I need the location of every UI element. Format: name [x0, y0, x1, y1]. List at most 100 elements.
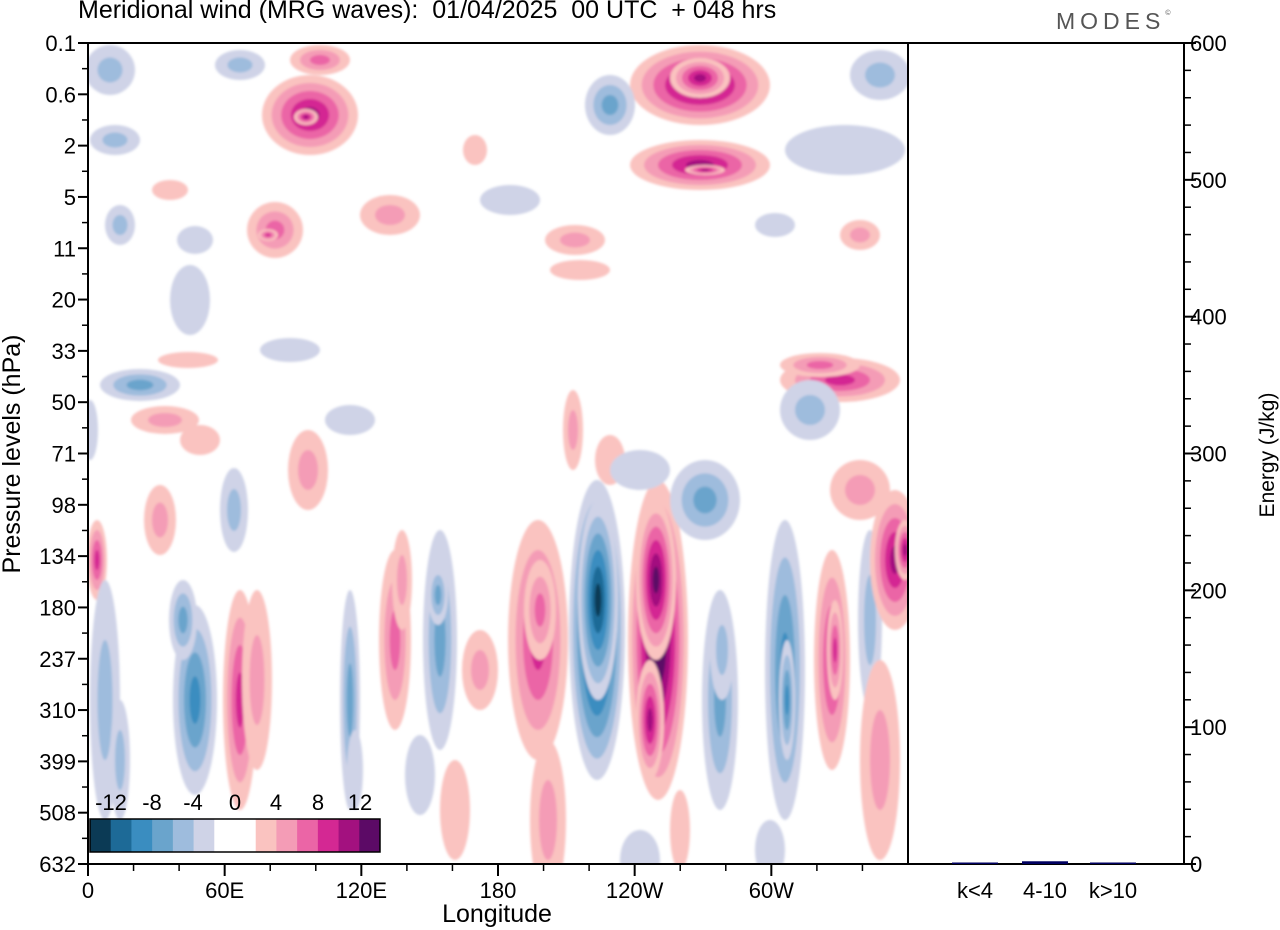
- contour-72-0: [325, 405, 375, 435]
- contour-63-0: [480, 185, 540, 215]
- contour-29-1: [568, 410, 578, 450]
- colorbar-tick-label: 8: [312, 790, 324, 815]
- contour-23-1: [539, 780, 557, 860]
- y-tick-label: 134: [39, 544, 76, 569]
- contour-32-2: [693, 486, 717, 514]
- contour-68-0: [785, 125, 905, 175]
- energy-tick-label: 200: [1190, 578, 1227, 603]
- y-tick-label: 5: [64, 185, 76, 210]
- y-tick-label: 11: [53, 236, 76, 261]
- contour-64-1: [560, 232, 590, 248]
- contour-46-4: [303, 115, 309, 119]
- x-tick-label: 120W: [606, 878, 664, 903]
- colorbar-swatch: [235, 819, 257, 852]
- colorbar-swatch: [152, 819, 174, 852]
- colorbar-swatch: [131, 819, 153, 852]
- y-axis-label: Pressure levels (hPa): [0, 335, 26, 574]
- brand-logo: MODES©: [1056, 8, 1171, 35]
- contour-57-3: [265, 233, 271, 237]
- contour-60-0: [170, 265, 210, 335]
- contour-10-1: [298, 450, 318, 490]
- x-axis: 0 60E 120E 180 120W 60W: [82, 864, 864, 903]
- brand-mark: ©: [1165, 10, 1171, 17]
- y-tick-label: 0.6: [45, 82, 76, 107]
- y-tick-label: 399: [39, 749, 76, 774]
- colorbar-tick-label: 0: [229, 790, 241, 815]
- contour-1-0: [88, 400, 98, 460]
- colorbar-tick-label: 4: [270, 790, 282, 815]
- colorbar-frame: [89, 818, 381, 853]
- colorbar-swatch: [110, 819, 132, 852]
- contour-25-5: [594, 583, 602, 617]
- energy-tick-label: 400: [1190, 305, 1227, 330]
- energy-bar: [952, 862, 998, 864]
- contour-73-0: [180, 425, 220, 455]
- y-tick-label: 2: [64, 134, 76, 159]
- colorbar-swatch: [359, 819, 381, 852]
- contour-76-0: [440, 760, 470, 860]
- energy-tick-label: 600: [1190, 31, 1227, 56]
- contour-70-0: [463, 135, 487, 165]
- energy-bars: [952, 861, 1136, 864]
- contour-15-0: [347, 730, 363, 810]
- contour-9-1: [152, 502, 168, 538]
- colorbar-swatch: [214, 819, 236, 852]
- contour-8-1: [227, 489, 241, 531]
- y-tick-label: 50: [52, 390, 76, 415]
- contour-39-4: [903, 544, 907, 556]
- contour-40-1: [870, 710, 890, 810]
- contour-54-1: [227, 57, 253, 73]
- x-tick-label: 180: [480, 878, 517, 903]
- colorbar-swatch: [193, 819, 215, 852]
- colorbar-tick-label: 12: [348, 790, 372, 815]
- y-tick-label: 0.1: [45, 31, 76, 56]
- energy-tick-label: 300: [1190, 442, 1227, 467]
- y-axis: 0.1 0.6 2 5 11 20 33 50 71 98 134 180 237 310 399 508 63…: [39, 31, 88, 877]
- contour-80-0: [405, 735, 435, 815]
- colorbar-swatch: [276, 819, 298, 852]
- contour-34-3: [785, 685, 789, 715]
- y-tick-label: 237: [39, 647, 76, 672]
- contour-62-1: [375, 205, 405, 225]
- contour-42-3: [825, 374, 855, 386]
- y-tick-label: 508: [39, 801, 76, 826]
- contour-14-2: [346, 663, 354, 737]
- colorbar-tick-label: -8: [142, 790, 162, 815]
- contour-0-3: [94, 550, 100, 570]
- contour-11-1: [148, 413, 182, 427]
- contour-71-0: [152, 180, 188, 200]
- colorbar-swatch: [297, 819, 319, 852]
- contour-53-1: [102, 132, 128, 148]
- contour-67-1: [850, 227, 870, 243]
- y-tick-label: 98: [52, 493, 76, 518]
- energy-tick-label: 100: [1190, 715, 1227, 740]
- contour-65-0: [550, 260, 610, 280]
- energy-axis: 0 100 200 300 400 500 600: [1184, 31, 1227, 877]
- brand-name: MODES: [1056, 8, 1166, 34]
- colorbar-swatch: [172, 819, 195, 852]
- contour-75-0: [610, 450, 670, 490]
- x-tick-label: 60W: [749, 878, 794, 903]
- contour-4-3: [189, 676, 201, 724]
- contour-17-1: [397, 555, 407, 605]
- contour-61-0: [260, 338, 320, 362]
- energy-tick-label: 500: [1190, 168, 1227, 193]
- contour-12-2: [126, 379, 154, 391]
- colorbar-swatch: [255, 819, 277, 852]
- contour-41-1: [845, 475, 875, 505]
- energy-axis-label: Energy (J/kg): [1256, 393, 1279, 518]
- colorbar-swatch: [338, 819, 360, 852]
- contour-66-0: [755, 213, 795, 237]
- contour-52-1: [97, 57, 123, 83]
- energy-bar: [1090, 862, 1136, 864]
- contour-3-1: [115, 730, 125, 790]
- energy-tick-label: 0: [1190, 852, 1202, 877]
- contour-7-1: [249, 635, 265, 725]
- contour-36-3: [833, 637, 837, 663]
- contour-13-0: [158, 352, 218, 368]
- contour-field: [88, 43, 908, 864]
- energy-category-label: k>10: [1089, 878, 1137, 903]
- contour-5-2: [178, 606, 188, 634]
- contour-27-5: [652, 566, 660, 594]
- colorbar-tick-label: -4: [183, 790, 203, 815]
